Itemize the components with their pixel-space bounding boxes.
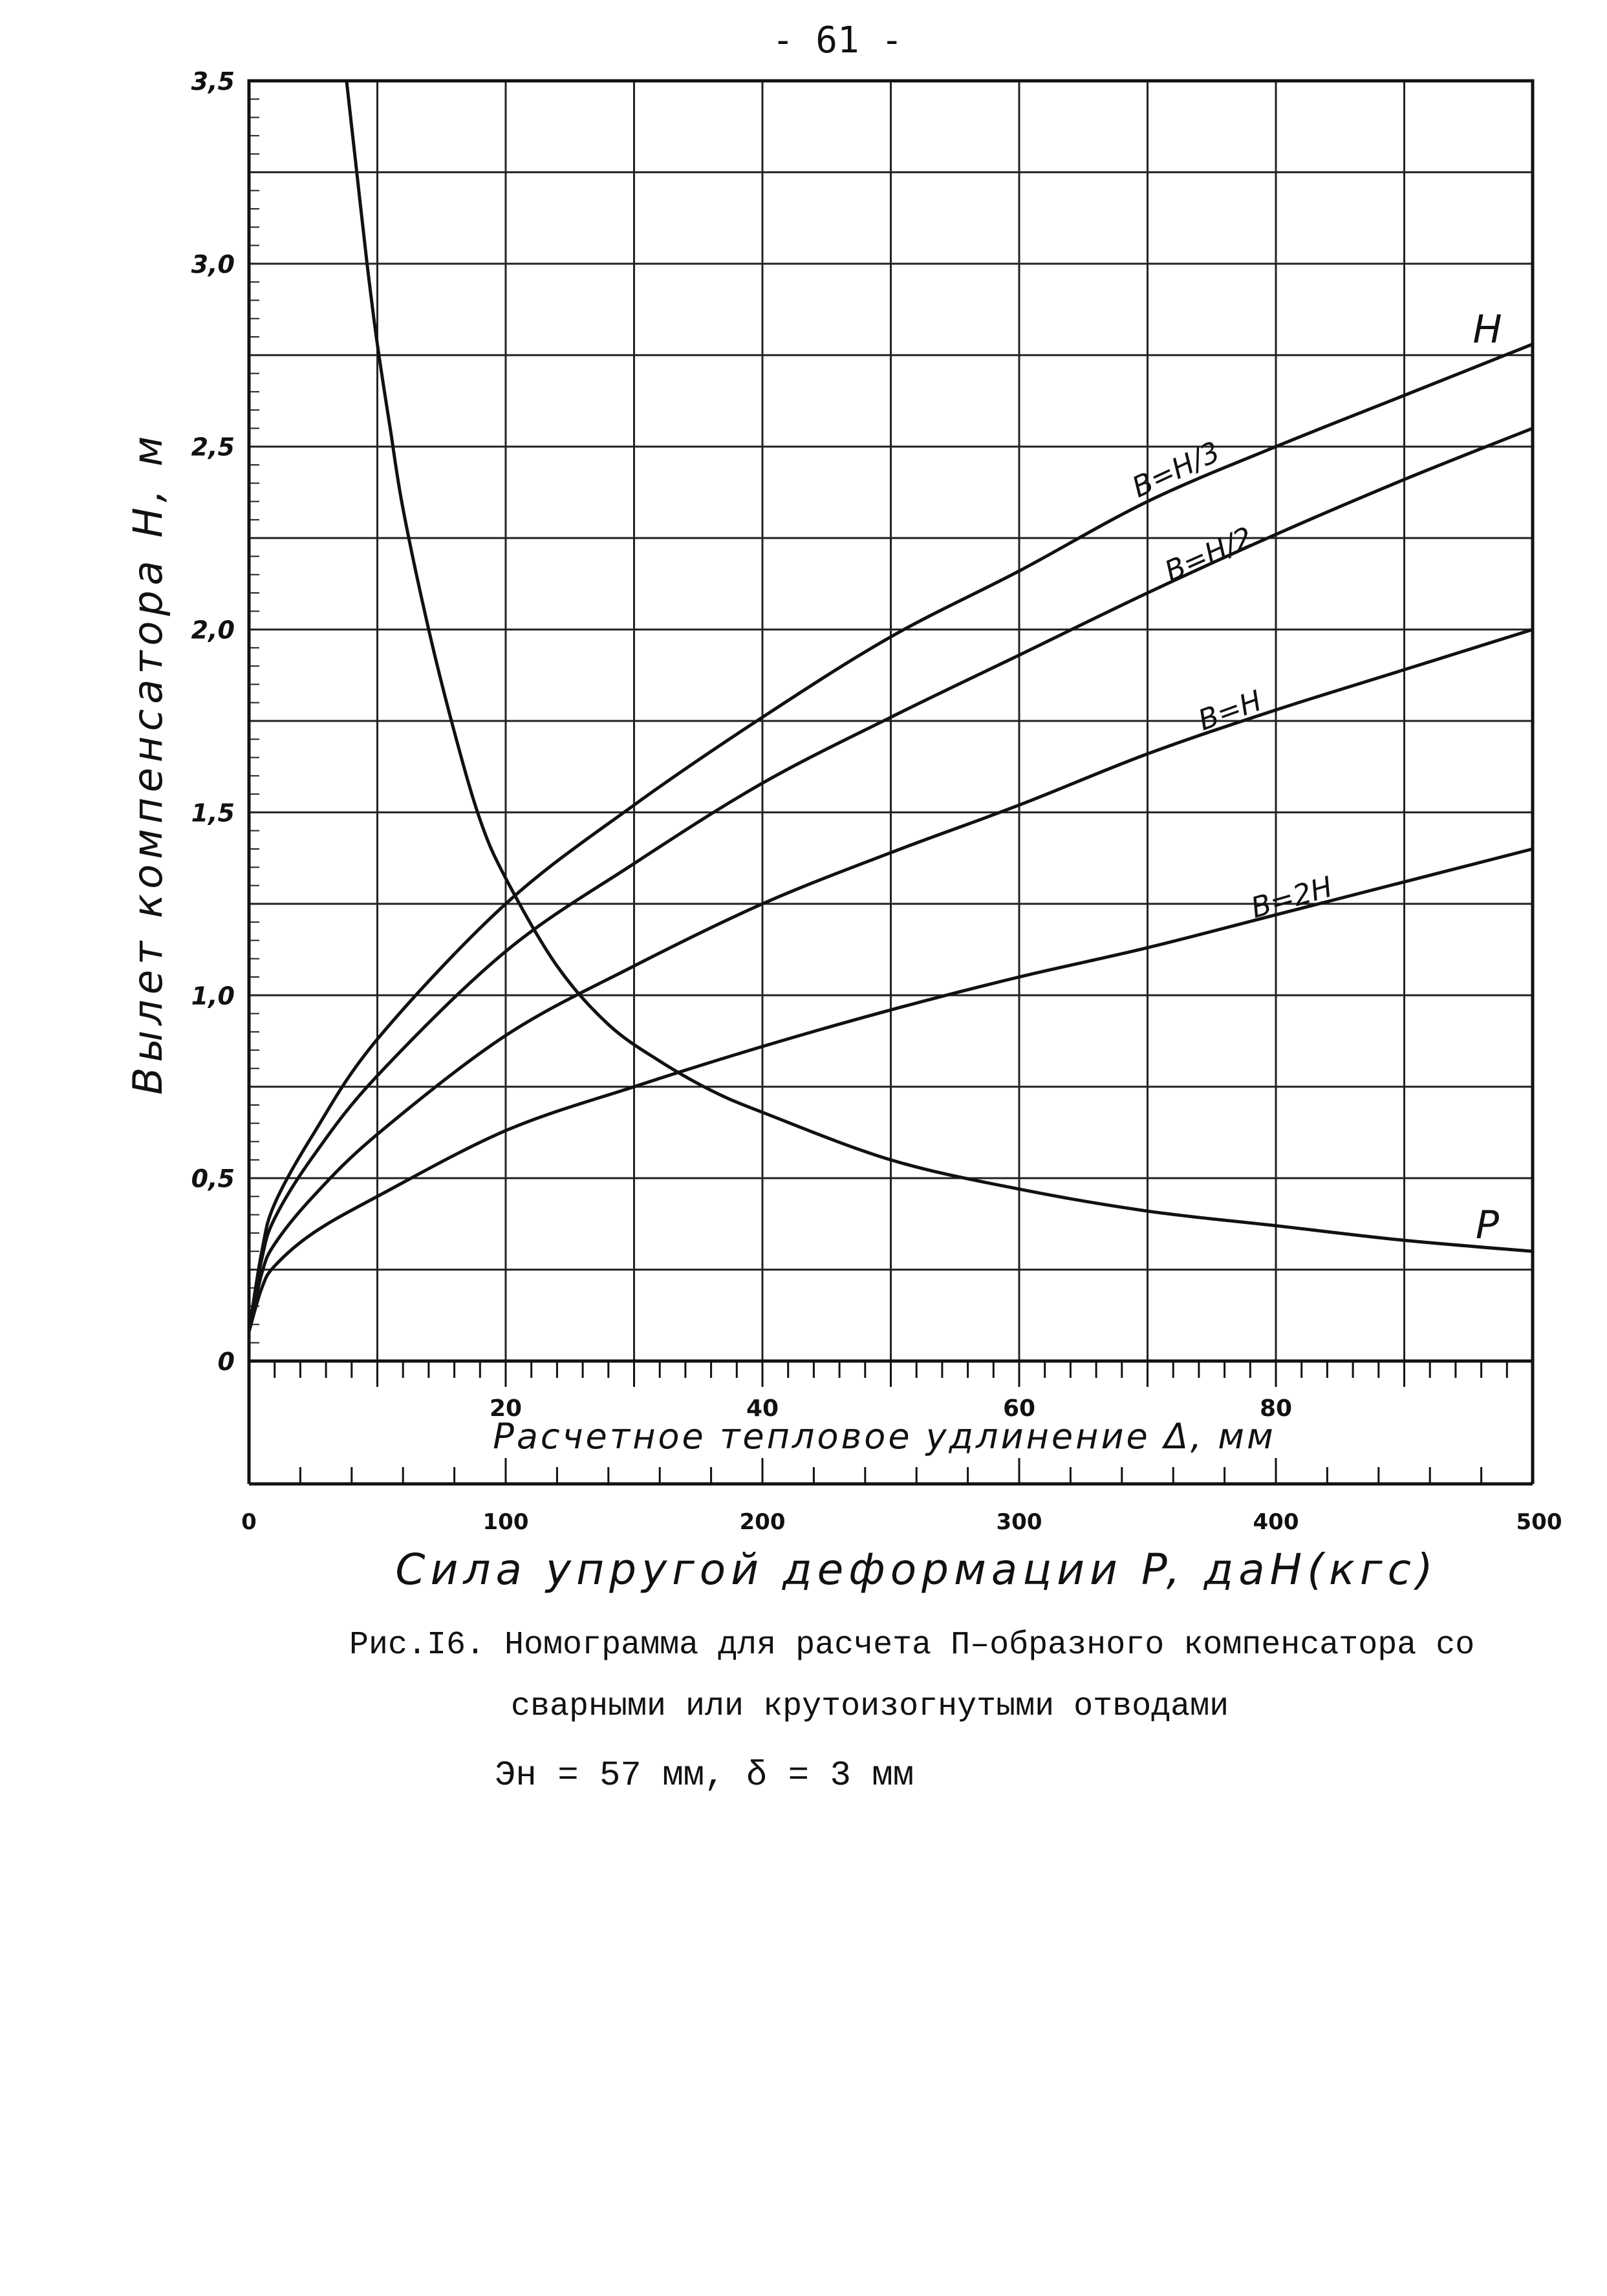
delta-tick-label: 40 [746,1395,779,1422]
series-name-label: H [1472,307,1502,352]
series-line-b-h-2 [247,427,1533,1333]
chart-grid [249,80,1533,1361]
chart-axes [247,79,1535,1486]
caption-line-3: Эн = 57 мм, δ = 3 мм [495,1756,914,1796]
y-tick-label: 2,5 [191,433,235,462]
chart-labels: 0 0,5 1,0 1,5 2,0 2,5 3,0 3,5 20 40 60 80 0 100 200 300… [124,67,1562,1594]
curve-label: B=H [1194,684,1266,737]
force-tick-label: 100 [483,1509,529,1535]
series-line-b-h [247,628,1533,1333]
delta-axis-title: Расчетное тепловое удлинение Δ, мм [493,1416,1275,1457]
series-line-force-p [345,80,1533,1253]
y-tick-label: 1,0 [191,982,235,1010]
y-tick-label: 3,0 [191,250,235,279]
force-tick-label: 500 [1516,1509,1562,1535]
force-tick-label: 300 [997,1509,1042,1535]
y-tick-label: 0 [218,1347,235,1376]
caption-line-1: Рис.I6. Номограмма для расчета П–образно… [349,1627,1475,1664]
chart-series [247,80,1533,1333]
force-axis-title: Сила упругой деформации P, даН(кгс) [395,1545,1438,1594]
series-line-b-2h [247,847,1533,1333]
force-tick-label: 400 [1253,1509,1299,1535]
curve-label: B=H/2 [1160,520,1258,588]
series-line-b-h-3 [247,342,1533,1333]
y-tick-label: 0,5 [191,1164,235,1193]
page-number: - 61 - [771,19,903,61]
y-axis-title: Вылет компенсатора H, м [124,431,171,1095]
nomogram-chart: 0 0,5 1,0 1,5 2,0 2,5 3,0 3,5 20 40 60 80 0 100 200 300… [124,67,1562,1594]
force-tick-label: 200 [740,1509,786,1535]
delta-tick-label: 60 [1003,1395,1035,1422]
series-name-label: P [1476,1203,1500,1248]
delta-tick-label: 20 [490,1395,522,1422]
delta-tick-label: 80 [1260,1395,1292,1422]
y-tick-label: 1,5 [191,799,235,827]
curve-label: B=2H [1247,870,1336,925]
y-tick-label: 3,5 [191,67,235,96]
y-tick-label: 2,0 [191,616,235,645]
caption-line-2: сварными или крутоизогнутыми отводами [511,1688,1229,1725]
force-tick-label: 0 [241,1509,257,1535]
